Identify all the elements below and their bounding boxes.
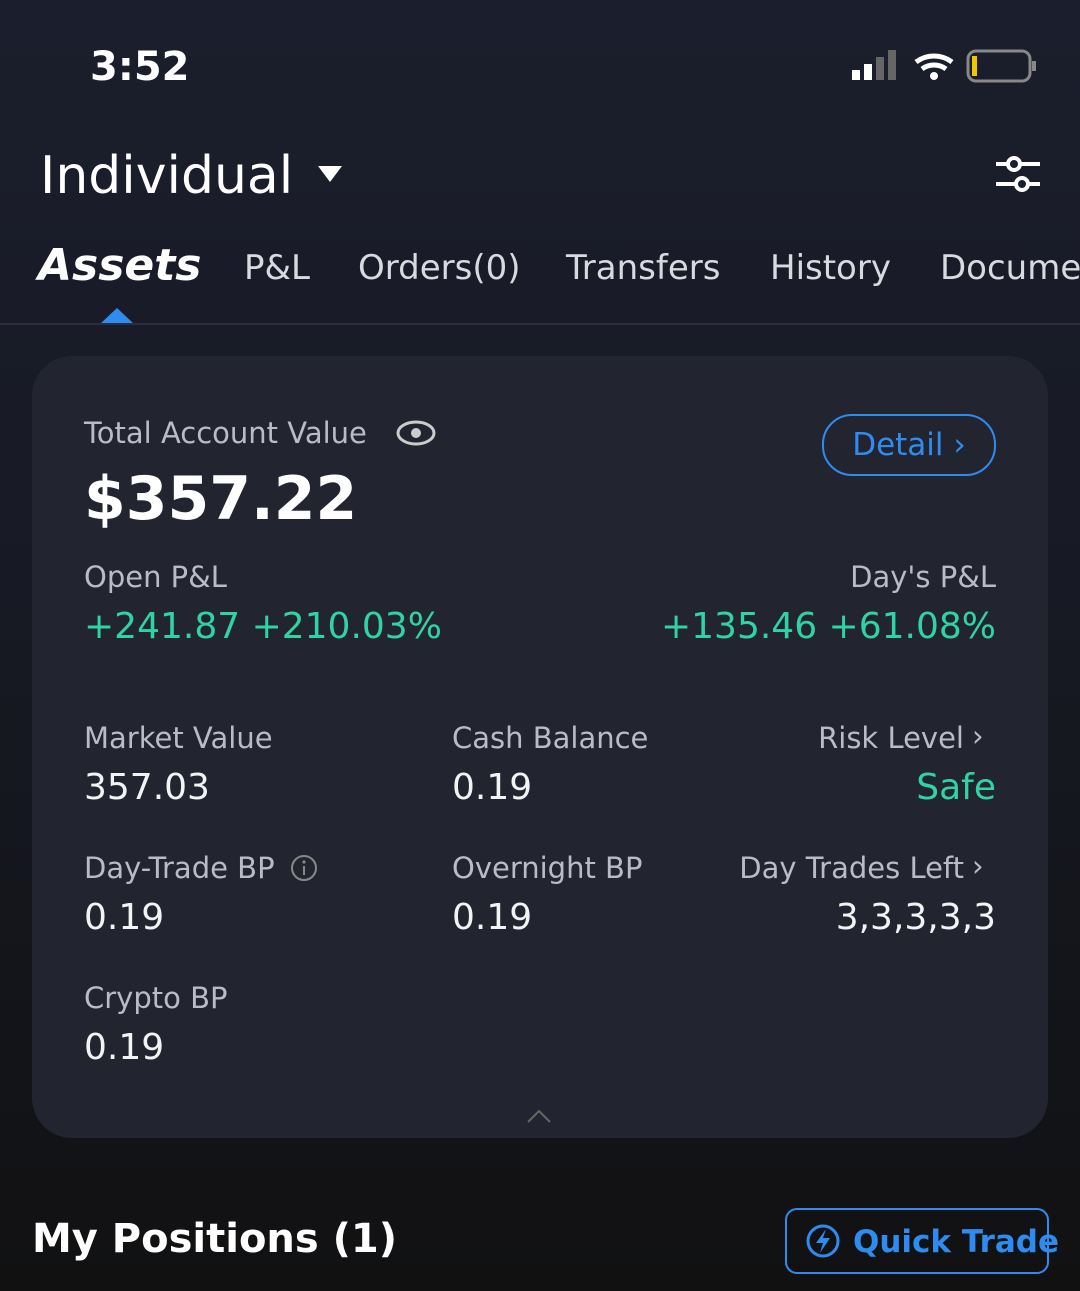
metric-value: Safe: [916, 767, 996, 808]
quick-trade-button[interactable]: Quick Trade: [785, 1208, 1059, 1274]
divider: [0, 323, 1080, 325]
settings-icon[interactable]: [994, 154, 1042, 196]
dropdown-caret[interactable]: [316, 164, 344, 184]
metric-label: Market Value: [84, 721, 273, 755]
tab-indicator: [100, 308, 134, 324]
tab[interactable]: History: [770, 248, 891, 288]
assets-card: [32, 356, 1048, 1138]
lightning-icon: [806, 1224, 840, 1258]
metric-label[interactable]: Risk Level: [818, 721, 964, 755]
metric-label: Crypto BP: [84, 981, 228, 1015]
collapse-icon[interactable]: [526, 1108, 552, 1124]
tab[interactable]: Assets: [38, 240, 202, 291]
metric-value: 0.19: [84, 897, 165, 938]
account-name[interactable]: Individual: [40, 146, 294, 206]
tab[interactable]: Transfers: [566, 248, 721, 288]
tab[interactable]: Orders(0): [358, 248, 521, 288]
days-pnl-label: Day's P&L: [850, 560, 996, 594]
eye-icon[interactable]: [396, 418, 436, 448]
detail-button[interactable]: Detail ›: [822, 414, 996, 476]
status-icons: [852, 49, 1036, 83]
metric-value: 3,3,3,3,3: [835, 897, 996, 938]
days-pnl: +135.46 +61.08%: [660, 606, 996, 647]
metric-label: Day-Trade BP: [84, 851, 275, 885]
metric-label[interactable]: Day Trades Left: [739, 851, 964, 885]
tab[interactable]: P&L: [244, 248, 310, 288]
metric-value: 0.19: [84, 1027, 165, 1068]
tab-bar: Assets P&L Orders(0) Transfers History D…: [0, 240, 1080, 300]
status-time: 3:52: [90, 44, 190, 90]
chevron[interactable]: ›: [972, 719, 984, 753]
chevron[interactable]: ›: [972, 849, 984, 883]
metric-value: 357.03: [84, 767, 210, 808]
tab[interactable]: Documents: [940, 248, 1080, 288]
metric-label: Overnight BP: [452, 851, 643, 885]
metric-value: 0.19: [452, 897, 533, 938]
open-pnl: +241.87 +210.03%: [84, 606, 442, 647]
metric-label: Cash Balance: [452, 721, 649, 755]
open-pnl-label: Open P&L: [84, 560, 227, 594]
total-label: Total Account Value: [84, 416, 367, 450]
total-value: $357.22: [84, 464, 358, 534]
detail-text: Detail: [852, 427, 944, 463]
positions-title: My Positions (1): [32, 1216, 398, 1262]
quick-trade-text: Quick Trade: [853, 1224, 1059, 1260]
metric-value: 0.19: [452, 767, 533, 808]
info-icon[interactable]: [290, 854, 318, 882]
